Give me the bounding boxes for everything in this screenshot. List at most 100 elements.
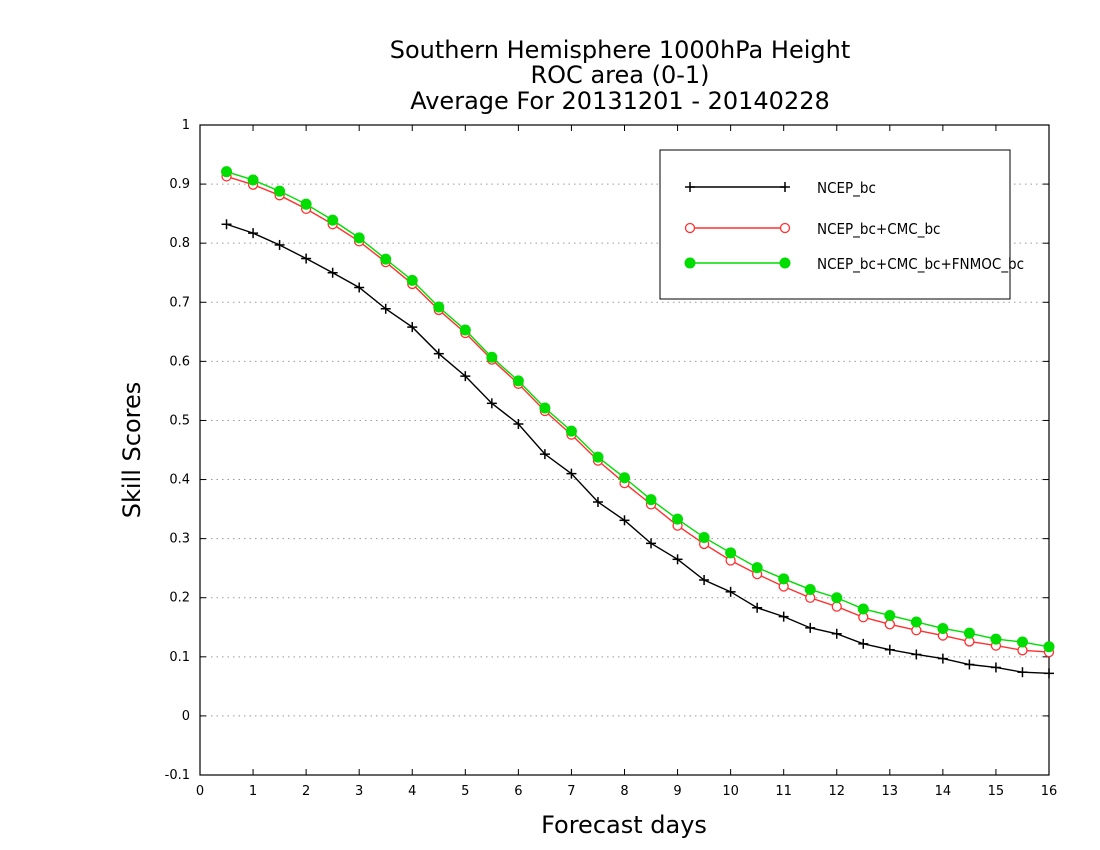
x-tick-label: 10	[722, 784, 739, 799]
data-point	[698, 531, 710, 543]
data-point	[778, 573, 790, 585]
data-point	[831, 592, 843, 604]
data-point	[646, 538, 657, 549]
data-point	[937, 622, 949, 634]
legend: NCEP_bc NCEP_bc+CMC_bc NCEP_bc+CMC_bc+FNMO…	[659, 149, 1024, 300]
data-point	[486, 398, 497, 409]
data-point	[884, 619, 895, 630]
data-point	[407, 322, 418, 333]
data-point	[1017, 667, 1028, 678]
y-tick-label: 0.7	[169, 295, 190, 310]
data-point	[884, 644, 895, 655]
data-point	[725, 547, 737, 559]
x-tick-label: 2	[302, 784, 310, 799]
data-point	[248, 228, 259, 239]
data-point	[672, 513, 684, 525]
y-tick-label: 0.1	[169, 650, 190, 665]
data-point	[964, 659, 975, 670]
data-point	[751, 562, 763, 574]
x-tick-label: 7	[567, 784, 575, 799]
x-tick-label: 12	[828, 784, 845, 799]
legend-label: NCEP_bc+CMC_bc	[817, 220, 940, 239]
series-layer	[221, 166, 1055, 679]
data-point	[831, 628, 842, 639]
x-tick-label: 8	[620, 784, 628, 799]
legend-label: NCEP_bc+CMC_bc+FNMOC_bc	[817, 255, 1024, 274]
title-line-3: Average For 20131201 - 20140228	[410, 87, 830, 115]
chart-title: Southern Hemisphere 1000hPa Height ROC a…	[390, 36, 850, 115]
y-tick-label: 0.3	[169, 532, 190, 547]
legend-item-1: NCEP_bc	[685, 179, 876, 198]
data-point	[301, 253, 312, 264]
data-point	[1016, 636, 1028, 648]
y-tick-label: 0.9	[169, 177, 190, 192]
legend-item-3: NCEP_bc+CMC_bc+FNMOC_bc	[684, 255, 1024, 274]
x-tick-label: 5	[461, 784, 469, 799]
x-tick-label: 0	[196, 784, 204, 799]
data-point	[592, 497, 603, 507]
data-point	[380, 253, 392, 265]
x-tick-label: 13	[882, 784, 899, 799]
title-line-1: Southern Hemisphere 1000hPa Height	[390, 36, 850, 64]
data-point	[1043, 641, 1055, 653]
x-tick-label: 15	[988, 784, 1005, 799]
data-point	[779, 257, 791, 269]
data-point	[619, 472, 630, 484]
series-1	[221, 219, 1054, 679]
y-tick-label: -0.1	[165, 768, 190, 783]
data-point	[274, 239, 285, 250]
x-tick-label: 9	[673, 784, 681, 799]
data-point	[327, 214, 339, 226]
data-point	[857, 603, 869, 615]
legend-items: NCEP_bc NCEP_bc+CMC_bc NCEP_bc+CMC_bc+FNMO…	[684, 179, 1024, 274]
legend-label: NCEP_bc	[817, 179, 876, 198]
y-tick-label: 0.6	[169, 354, 190, 369]
data-point	[353, 232, 365, 244]
x-tick-label: 3	[355, 784, 363, 799]
x-tick-label: 6	[514, 784, 522, 799]
data-point	[539, 449, 550, 460]
data-point	[804, 583, 816, 595]
data-point	[592, 451, 604, 463]
data-point	[699, 575, 710, 585]
data-point	[221, 219, 232, 230]
data-point	[539, 402, 551, 414]
series-line	[226, 223, 1050, 675]
data-point	[247, 174, 259, 186]
x-tick-label: 11	[775, 784, 792, 799]
data-point	[780, 182, 790, 192]
data-point	[910, 616, 922, 628]
data-point	[831, 601, 842, 612]
data-point	[684, 222, 696, 234]
data-point	[565, 425, 577, 437]
data-point	[937, 653, 948, 664]
y-tick-label: 0.8	[169, 236, 190, 251]
plot-frame	[199, 124, 1050, 776]
legend-box	[659, 149, 1011, 300]
x-tick-label: 14	[935, 784, 952, 799]
data-point	[884, 609, 896, 621]
y-tick-label: 1	[182, 118, 190, 133]
data-point	[752, 602, 763, 613]
x-tick-label: 16	[1041, 784, 1058, 799]
data-point	[406, 274, 418, 286]
x-tick-label: 4	[408, 784, 416, 799]
data-point	[858, 638, 869, 649]
data-point	[380, 303, 391, 314]
data-point	[512, 375, 524, 387]
data-point	[684, 257, 696, 269]
data-point	[685, 182, 695, 192]
data-point	[327, 267, 338, 278]
data-point	[460, 371, 471, 382]
data-point	[990, 633, 1002, 645]
data-point	[221, 166, 233, 178]
data-point	[805, 622, 816, 633]
data-point	[645, 494, 657, 506]
data-point	[778, 611, 789, 622]
data-point	[354, 282, 365, 293]
x-tick-label: 1	[249, 784, 257, 799]
data-point	[486, 351, 498, 363]
data-point	[433, 348, 444, 359]
data-point	[433, 301, 445, 313]
data-point	[725, 586, 736, 597]
